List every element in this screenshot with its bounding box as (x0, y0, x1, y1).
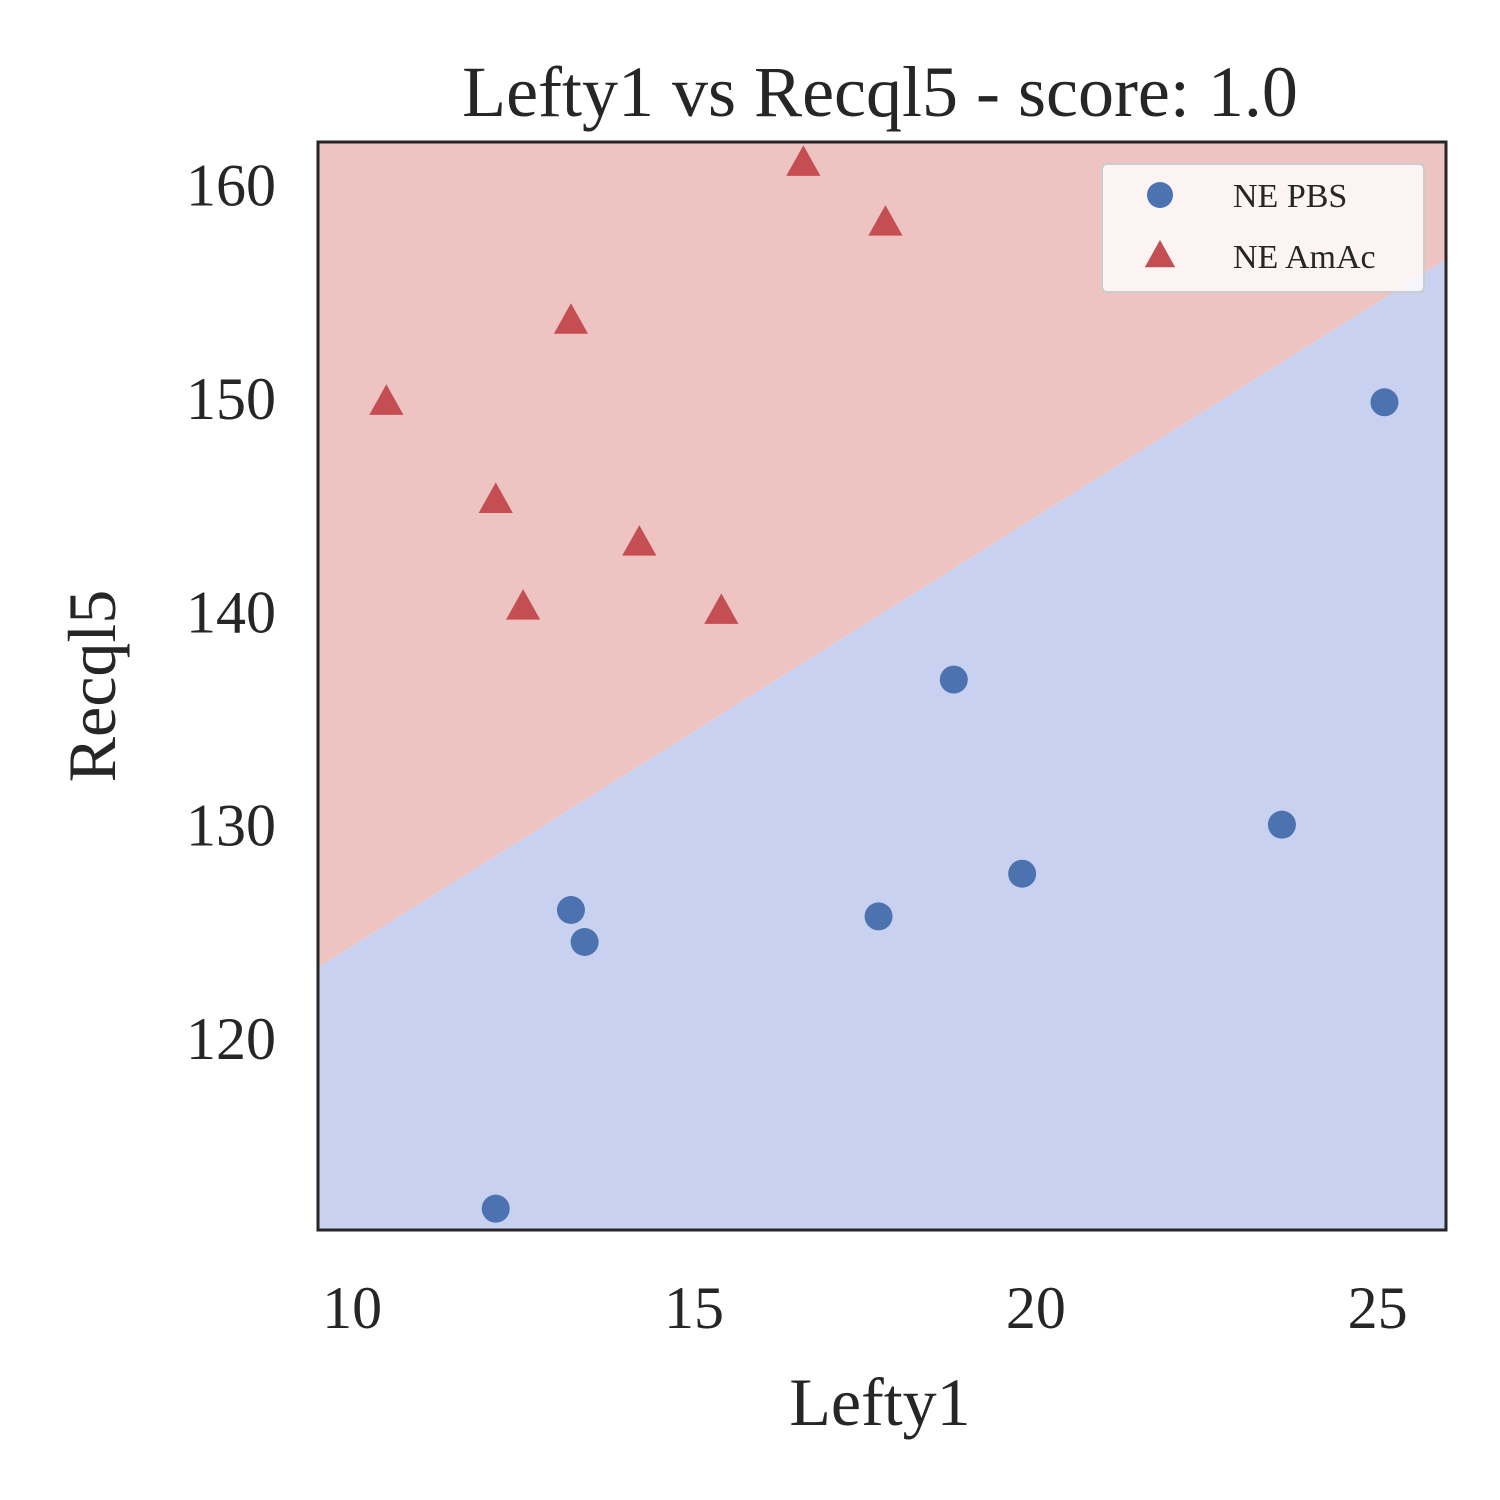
point-ne-pbs (1008, 859, 1037, 888)
y-tick-label: 140 (186, 579, 276, 645)
legend-label: NE PBS (1233, 178, 1347, 215)
point-ne-amac (478, 482, 513, 513)
point-ne-amac (369, 384, 404, 415)
point-ne-amac (868, 205, 903, 236)
point-ne-pbs (570, 928, 599, 956)
legend-box (1101, 163, 1425, 293)
legend-marker-triangle (1144, 240, 1176, 268)
chart-title: Lefty1 vs Recql5 - score: 1.0 (462, 52, 1298, 132)
point-ne-pbs (556, 896, 585, 924)
y-tick-label: 160 (186, 153, 276, 219)
y-axis-ticks: 120 130 140 150 160 (186, 153, 276, 1072)
region-below-boundary (318, 259, 1446, 1230)
point-ne-amac (505, 589, 541, 620)
y-tick-label: 150 (186, 366, 276, 432)
region-above-boundary (318, 142, 1446, 968)
point-ne-amac (553, 303, 589, 334)
x-axis-label: Lefty1 (789, 1364, 970, 1440)
y-tick-label: 120 (186, 1006, 276, 1072)
x-axis-ticks: 10 15 20 25 (322, 1275, 1407, 1341)
point-ne-amac (786, 145, 821, 176)
y-tick-label: 130 (186, 793, 276, 859)
y-axis-label: Recql5 (54, 590, 130, 783)
legend-marker-circle (1147, 182, 1173, 208)
plot-frame (316, 140, 1448, 1232)
point-ne-pbs (1370, 388, 1399, 417)
point-ne-pbs (864, 902, 893, 931)
decision-regions (318, 142, 1446, 1230)
point-ne-amac (704, 593, 739, 624)
x-tick-label: 15 (664, 1275, 724, 1341)
x-tick-label: 10 (322, 1275, 382, 1341)
x-tick-label: 25 (1348, 1275, 1408, 1341)
point-ne-amac (622, 525, 657, 556)
point-ne-pbs (481, 1194, 510, 1223)
legend-label: NE AmAc (1233, 239, 1376, 276)
legend: NE PBS NE AmAc (1101, 163, 1425, 293)
point-ne-pbs (939, 665, 968, 694)
data-points (369, 145, 1399, 1223)
x-tick-label: 20 (1006, 1275, 1066, 1341)
legend-items: NE PBS NE AmAc (1144, 178, 1376, 276)
point-ne-pbs (1267, 810, 1296, 839)
